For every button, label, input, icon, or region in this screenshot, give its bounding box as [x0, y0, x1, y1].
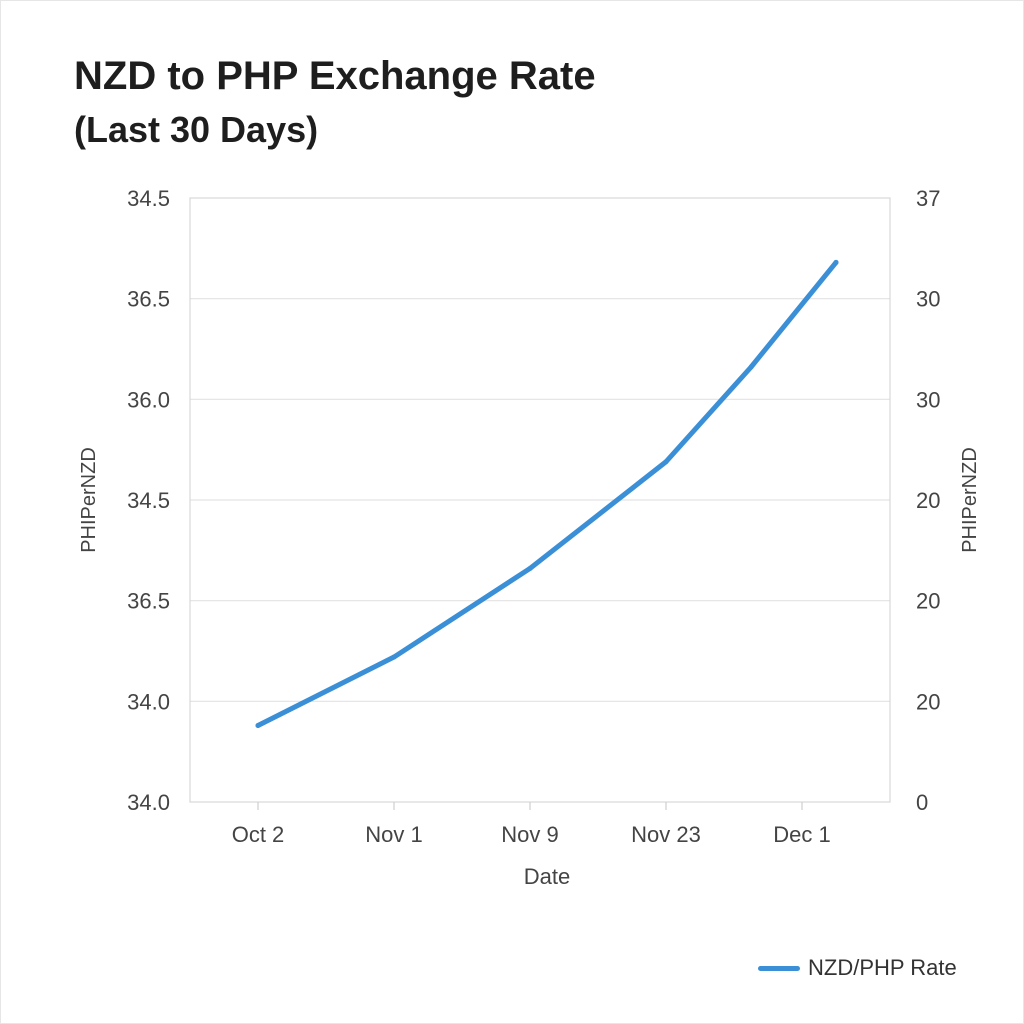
plot-area: [189, 197, 891, 803]
data-point: [663, 459, 669, 465]
legend-label: NZD/PHP Rate: [808, 955, 957, 980]
x-tick-label: Dec 1: [773, 822, 830, 847]
x-tick-label: Nov 1: [365, 822, 422, 847]
y-axis-label-right: PHIPerNZD: [959, 447, 981, 553]
y-axis-label-left: PHIPerNZD: [78, 447, 100, 553]
y-tick-label-right: 0: [916, 790, 928, 815]
x-axis-label: Date: [524, 864, 570, 889]
y-tick-label-left: 36.0: [127, 387, 170, 412]
y-tick-label-right: 20: [916, 689, 940, 714]
y-tick-label-right: 20: [916, 589, 940, 614]
data-point: [255, 722, 261, 728]
y-tick-label-left: 34.0: [127, 689, 170, 714]
y-tick-label-left: 36.5: [127, 589, 170, 614]
legend-swatch: [758, 965, 800, 971]
y-tick-label-left: 34.5: [127, 488, 170, 513]
chart-title: NZD to PHP Exchange Rate: [74, 54, 596, 98]
y-tick-label-left: 36.5: [127, 287, 170, 312]
x-tick-label: Oct 2: [232, 822, 285, 847]
data-point: [833, 259, 839, 265]
data-point: [748, 364, 754, 370]
chart-subtitle: (Last 30 Days): [74, 109, 319, 150]
y-tick-label-right: 20: [916, 488, 940, 513]
x-tick-label: Nov 9: [501, 822, 558, 847]
y-tick-label-right: 30: [916, 287, 940, 312]
legend: NZD/PHP Rate: [758, 955, 957, 981]
data-point: [391, 654, 397, 660]
series-line: [255, 259, 839, 728]
data-point: [527, 565, 533, 571]
y-tick-label-left: 34.5: [127, 186, 170, 211]
y-tick-label-right: 37: [916, 186, 940, 211]
y-tick-label-right: 30: [916, 387, 940, 412]
y-tick-label-left: 34.0: [127, 790, 170, 815]
x-tick-label: Nov 23: [631, 822, 701, 847]
